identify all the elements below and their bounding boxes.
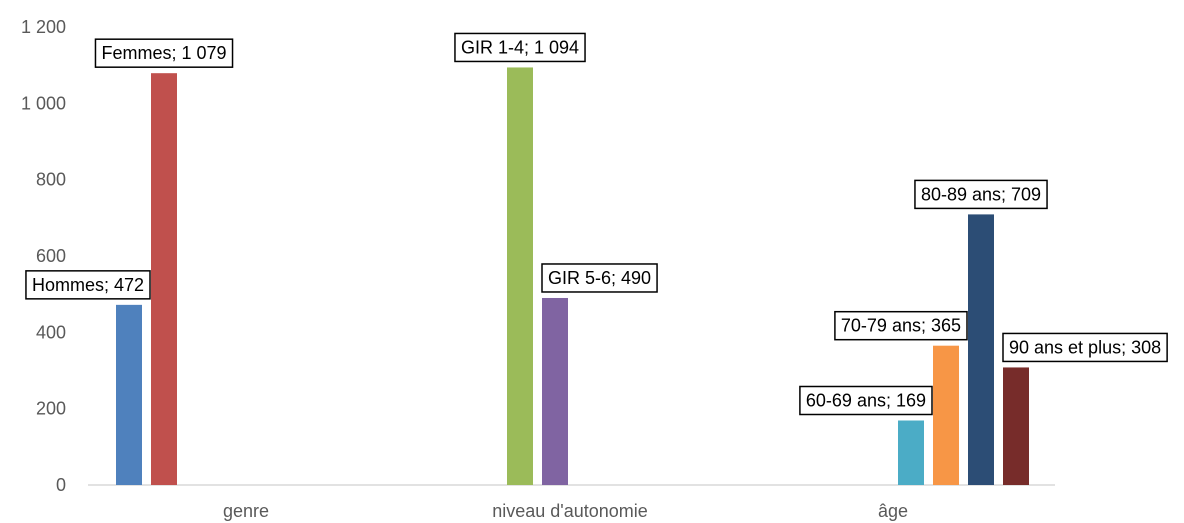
- data-label: GIR 1-4; 1 094: [454, 32, 586, 63]
- data-label-text: 70-79 ans; 365: [841, 316, 961, 336]
- data-labels: Hommes; 472 Femmes; 1 079 GIR 1-4; 1 094 GI…: [25, 32, 1168, 416]
- data-label-box: [94, 38, 234, 68]
- x-category-label: genre: [223, 501, 269, 521]
- y-tick-label: 1 200: [21, 17, 66, 37]
- y-axis: 0 200 400 600 800 1 000 1 200: [21, 17, 66, 495]
- data-label: 70-79 ans; 365: [834, 310, 968, 341]
- data-label-text: 80-89 ans; 709: [921, 184, 1041, 204]
- data-label-text: 60-69 ans; 169: [806, 390, 926, 410]
- bar: [1003, 367, 1029, 485]
- data-label: GIR 5-6; 490: [541, 263, 658, 293]
- data-label-text: 90 ans et plus; 308: [1009, 337, 1161, 357]
- data-label-box: [454, 32, 586, 63]
- data-label: Femmes; 1 079: [94, 38, 234, 68]
- bar: [968, 214, 994, 486]
- data-label-box: [25, 270, 151, 300]
- bar: [542, 297, 568, 485]
- data-label: 90 ans et plus; 308: [1002, 332, 1168, 363]
- bar: [151, 73, 177, 485]
- x-axis-categories: genre niveau d'autonomie âge: [223, 501, 908, 521]
- data-label-box: [834, 310, 968, 341]
- y-tick-label: 400: [36, 322, 66, 342]
- data-label-box: [541, 263, 658, 293]
- data-label-box: [799, 385, 933, 416]
- y-tick-label: 200: [36, 399, 66, 419]
- y-tick-label: 0: [56, 475, 66, 495]
- data-label-box: [914, 179, 1048, 210]
- y-tick-label: 600: [36, 246, 66, 266]
- data-label: Hommes; 472: [25, 270, 151, 300]
- bar: [507, 67, 533, 485]
- y-tick-label: 1 000: [21, 93, 66, 113]
- data-label-text: Hommes; 472: [32, 275, 144, 295]
- bar: [116, 304, 142, 485]
- data-label-text: GIR 5-6; 490: [548, 268, 651, 288]
- x-category-label: âge: [878, 501, 908, 521]
- data-label-text: Femmes; 1 079: [101, 43, 226, 63]
- data-label-text: GIR 1-4; 1 094: [461, 37, 579, 57]
- bar: [933, 345, 959, 485]
- data-label: 60-69 ans; 169: [799, 385, 933, 416]
- bars: [116, 67, 1029, 486]
- x-category-label: niveau d'autonomie: [492, 501, 648, 521]
- y-tick-label: 800: [36, 170, 66, 190]
- bar: [898, 420, 924, 485]
- data-label-box: [1002, 332, 1168, 363]
- data-label: 80-89 ans; 709: [914, 179, 1048, 210]
